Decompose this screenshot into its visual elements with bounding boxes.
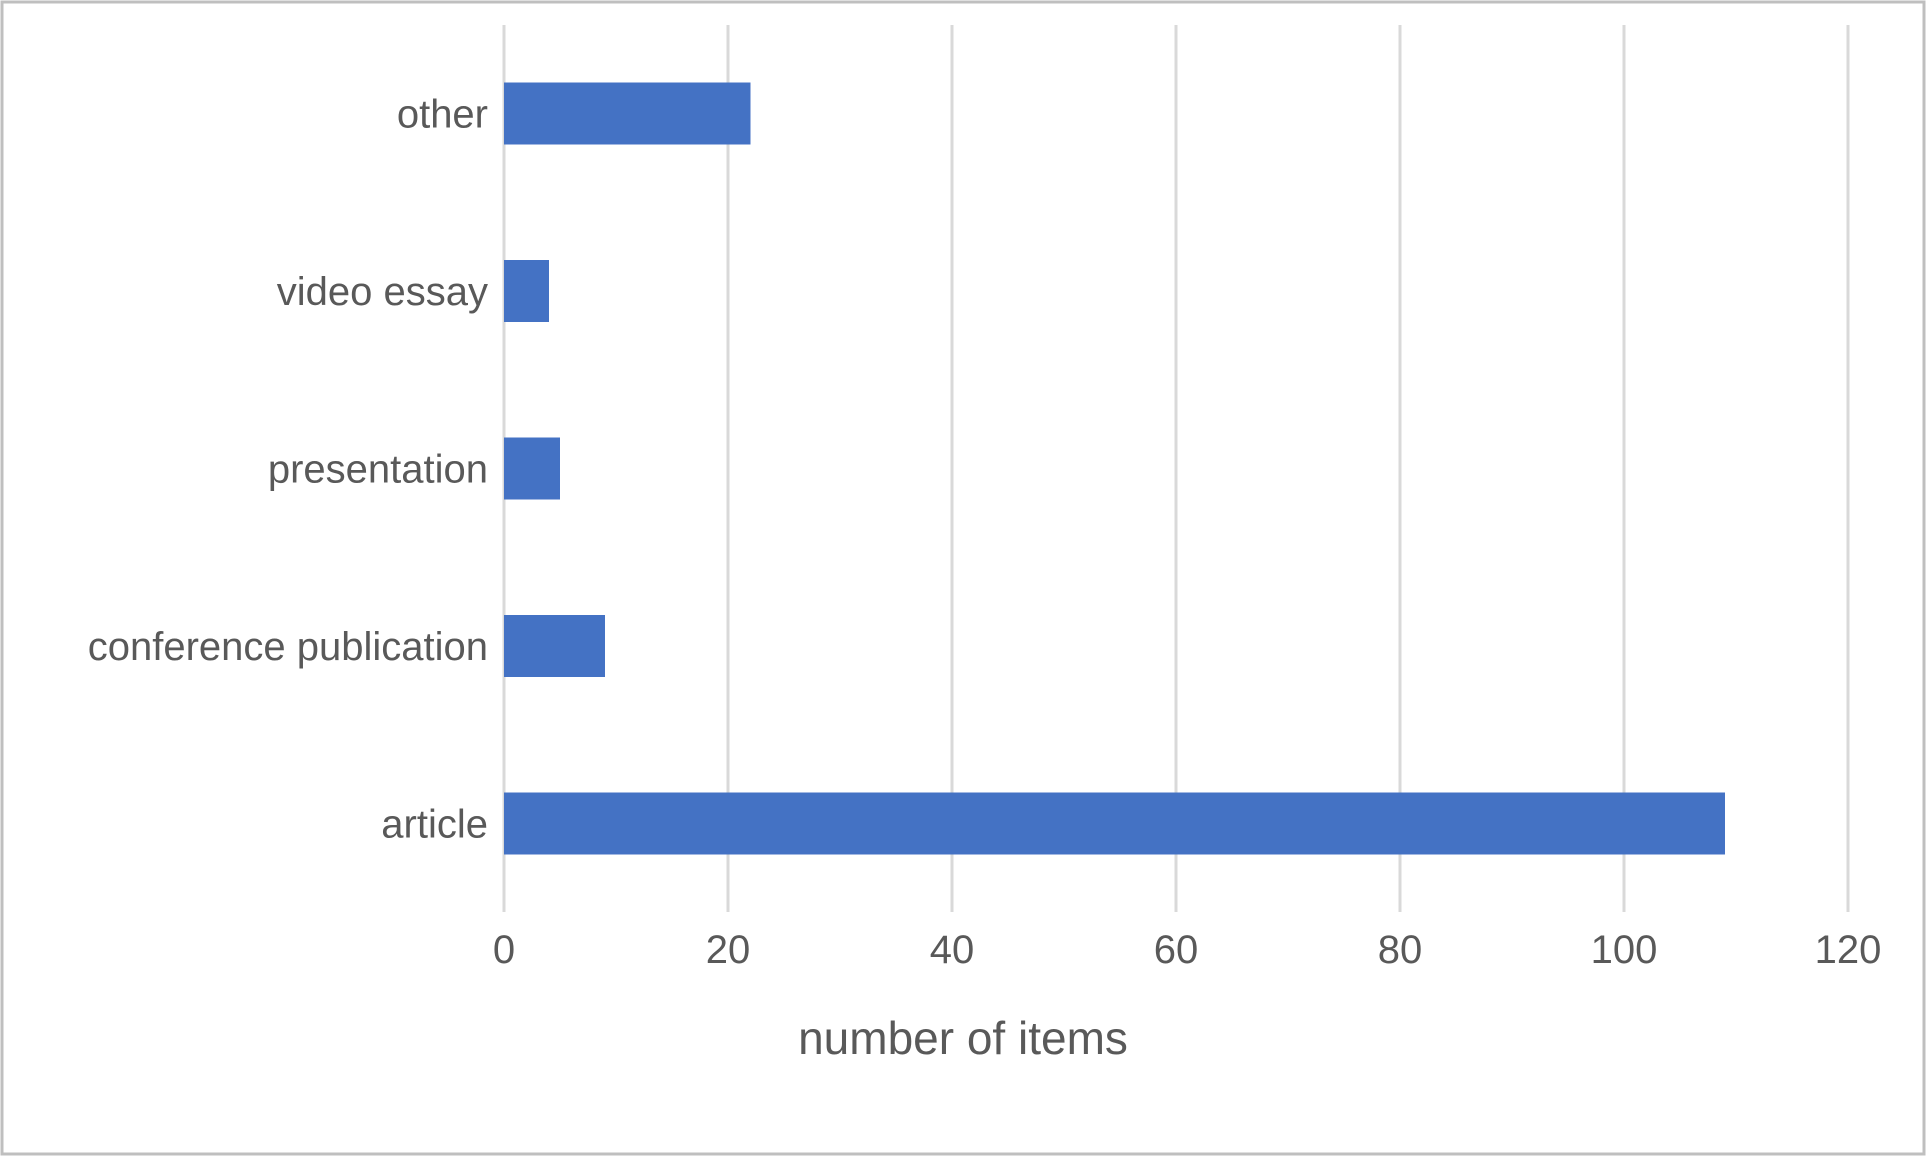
gridlines — [502, 25, 1850, 912]
category-labels: other video essay presentation conference p… — [88, 93, 488, 847]
bar-video-essay — [504, 260, 549, 323]
x-tick-label: 20 — [706, 928, 751, 972]
x-tick-label: 40 — [930, 928, 975, 972]
x-tick-label: 0 — [493, 928, 515, 972]
category-label-video-essay: video essay — [277, 270, 488, 314]
category-label-presentation: presentation — [268, 448, 488, 492]
bar-presentation — [504, 437, 560, 500]
bar-article — [504, 792, 1725, 855]
bar-other — [504, 82, 751, 145]
x-axis-title: number of items — [798, 1012, 1128, 1064]
x-tick-label: 120 — [1815, 928, 1882, 972]
x-tick-label: 100 — [1591, 928, 1658, 972]
bar-conference-publication — [504, 614, 605, 677]
category-label-conference-publication: conference publication — [88, 625, 488, 669]
category-label-other: other — [397, 93, 488, 137]
category-label-article: article — [381, 802, 488, 846]
x-tick-labels: 0 20 40 60 80 100 120 — [493, 928, 1882, 972]
x-tick-label: 60 — [1154, 928, 1199, 972]
x-tick-label: 80 — [1378, 928, 1423, 972]
bars — [504, 82, 1725, 855]
